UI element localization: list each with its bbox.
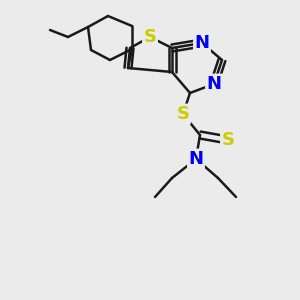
Text: S: S	[143, 28, 157, 46]
Text: S: S	[221, 131, 235, 149]
Text: N: N	[206, 75, 221, 93]
Text: N: N	[194, 34, 209, 52]
Text: N: N	[188, 150, 203, 168]
Text: S: S	[176, 105, 190, 123]
